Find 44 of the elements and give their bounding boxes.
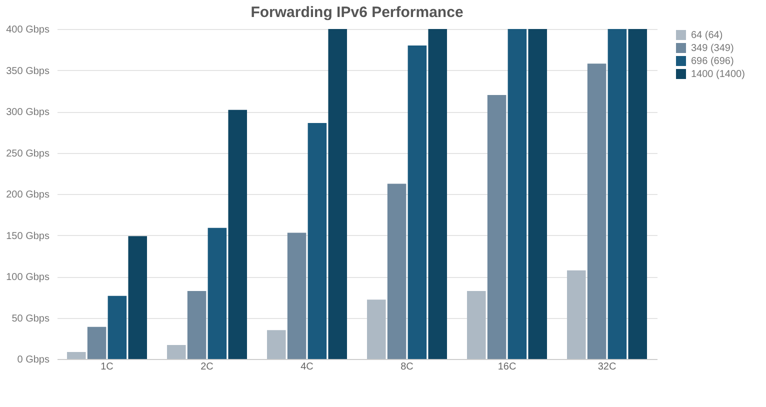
bar xyxy=(367,300,386,359)
x-tick-label: 4C xyxy=(300,362,314,372)
legend-label: 64 (64) xyxy=(691,30,723,41)
x-tick-label: 1C xyxy=(100,362,114,372)
x-tick-label: 16C xyxy=(498,362,516,372)
legend-label: 696 (696) xyxy=(691,56,734,67)
bar xyxy=(167,344,186,359)
bar xyxy=(408,46,427,359)
bar xyxy=(567,270,586,359)
bar xyxy=(628,29,647,359)
bar xyxy=(308,123,327,359)
y-tick-label: 100 Gbps xyxy=(6,272,50,283)
bar xyxy=(508,29,527,359)
legend-label: 349 (349) xyxy=(691,43,734,54)
y-tick-label: 400 Gbps xyxy=(6,24,50,36)
y-tick-label: 50 Gbps xyxy=(12,313,50,324)
y-tick-label: 200 Gbps xyxy=(6,190,50,200)
bar xyxy=(587,64,606,359)
y-tick-label: 0 Gbps xyxy=(17,354,50,366)
bar xyxy=(228,110,247,359)
bar xyxy=(287,232,306,359)
bar xyxy=(87,326,106,359)
bar xyxy=(428,29,447,359)
bar xyxy=(67,352,86,359)
bar xyxy=(187,290,206,359)
bar xyxy=(128,236,147,359)
bar xyxy=(528,29,547,359)
y-tick-label: 150 Gbps xyxy=(6,230,50,242)
x-tick-label: 2C xyxy=(200,362,214,372)
x-tick-label: 32C xyxy=(598,362,616,372)
y-tick-label: 350 Gbps xyxy=(6,66,50,77)
chart-title: Forwarding IPv6 Performance xyxy=(250,4,464,21)
bar xyxy=(328,29,347,359)
x-tick-label: 8C xyxy=(400,362,414,372)
y-tick-label: 250 Gbps xyxy=(6,148,50,160)
bar xyxy=(108,296,127,359)
bar xyxy=(267,330,286,359)
legend-label: 1400 (1400) xyxy=(691,69,745,80)
y-tick-label: 300 Gbps xyxy=(6,107,50,118)
bar xyxy=(608,29,627,359)
bar xyxy=(487,95,506,359)
bar xyxy=(387,184,406,359)
bar xyxy=(208,228,227,359)
bar xyxy=(467,290,486,359)
